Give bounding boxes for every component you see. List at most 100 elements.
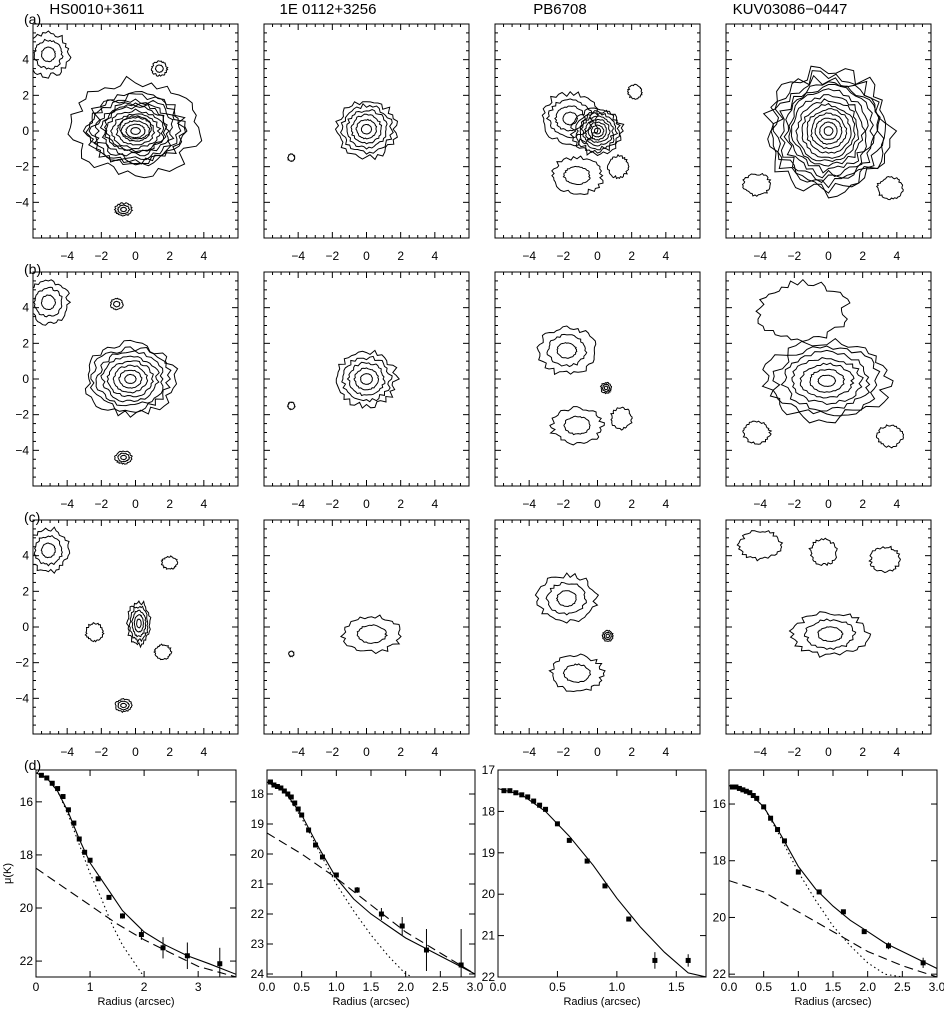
contour-level: [605, 633, 610, 639]
x-tick-label: 2.5: [432, 980, 449, 994]
x-tick-label: 0: [363, 745, 370, 759]
x-tick-label: 2: [628, 745, 635, 759]
contour-level: [355, 118, 378, 140]
contour-level: [761, 337, 894, 424]
panel-frame: [263, 23, 470, 239]
contour-set: [741, 65, 904, 201]
panel-frame: [266, 769, 476, 978]
contour-panel-b-1: −4 −2 0 2 4 −4 −2 0 2 4: [15, 271, 239, 511]
contour-level: [112, 364, 149, 394]
contour-level: [360, 373, 373, 385]
data-point: [537, 802, 543, 808]
contour-level: [875, 175, 904, 201]
data-point: [423, 947, 429, 953]
contour-level: [545, 581, 587, 616]
panel-frame: [263, 519, 470, 735]
contour-level: [95, 350, 164, 407]
contour-level: [817, 374, 837, 388]
y-tick-label: 17: [482, 763, 496, 777]
x-tick-label: 4: [200, 497, 207, 511]
profile-line-solid: [498, 788, 706, 977]
contour-level: [555, 590, 577, 608]
contour-panel-c-2: −4 −2 0 2 4: [263, 519, 470, 759]
contour-level: [341, 355, 393, 403]
data-point: [554, 821, 560, 827]
x-tick-label: 0.5: [755, 980, 772, 994]
x-tick-label: −4: [60, 249, 74, 263]
data-point: [271, 782, 277, 788]
data-point: [292, 800, 298, 806]
x-tick-label: 2: [628, 497, 635, 511]
contour-panel-a-1: −4 −2 0 2 4 −4 −2 0 2 4: [15, 23, 239, 263]
row-label-d: (d): [24, 757, 41, 773]
data-point: [49, 780, 55, 786]
x-tick-label: 0: [594, 497, 601, 511]
contour-level: [806, 108, 852, 154]
contour-level: [133, 614, 144, 633]
contour-level: [339, 614, 402, 655]
x-tick-label: 3: [195, 980, 202, 994]
panel-frame: [497, 769, 707, 978]
x-tick-label: −2: [94, 745, 108, 759]
contour-level: [109, 297, 124, 311]
contour-level: [808, 537, 838, 567]
x-tick-label: 0: [594, 745, 601, 759]
data-point: [531, 798, 537, 804]
contour-level: [160, 555, 179, 570]
contour-level: [762, 65, 898, 199]
contour-level: [580, 115, 615, 147]
contour-level: [551, 155, 604, 196]
data-point: [288, 794, 294, 800]
data-point: [920, 960, 926, 966]
y-axis-title: μ(K): [2, 863, 14, 884]
x-tick-label: 4: [662, 249, 669, 263]
data-point: [71, 820, 77, 826]
contour-level: [788, 88, 869, 174]
profile-line-dotted: [729, 785, 903, 977]
data-point: [626, 916, 632, 922]
x-tick-label: −4: [60, 497, 74, 511]
contour-level: [562, 165, 591, 185]
x-tick-label: 2: [141, 980, 148, 994]
data-point: [44, 775, 50, 781]
contour-panel-b-3: −4 −2 0 2 4: [494, 271, 701, 511]
data-point: [795, 869, 801, 875]
x-tick-label: 0.0: [259, 980, 276, 994]
panel-frame: [32, 23, 239, 239]
x-tick-label: 0: [825, 497, 832, 511]
contour-level: [791, 357, 864, 406]
x-tick-label: −4: [753, 497, 767, 511]
x-tick-label: −2: [325, 745, 339, 759]
x-axis-title: Radius (arcsec): [332, 996, 409, 1008]
y-tick-label: 18: [251, 787, 265, 801]
y-tick-label: 20: [251, 847, 265, 861]
column-title-4: KUV03086−0447: [733, 1, 848, 18]
contour-set: [33, 279, 179, 465]
profile-panel-d-2: 0.0 0.5 1.0 1.5 2.0 2.5 3.0 18 19 20 21 22 23 24 Radiu…: [251, 769, 484, 1008]
y-tick-label: 22: [251, 907, 265, 921]
data-point: [740, 787, 746, 793]
y-tick-label: 20: [482, 887, 496, 901]
data-point: [602, 883, 608, 889]
x-axis-title: Radius (arcsec): [563, 996, 640, 1008]
data-point: [267, 779, 273, 785]
x-tick-label: 4: [893, 249, 900, 263]
contour-level: [84, 622, 105, 643]
contour-level: [575, 109, 621, 154]
contour-level: [569, 107, 625, 157]
contour-level: [113, 202, 134, 217]
data-point: [333, 872, 339, 878]
contour-level: [799, 362, 855, 399]
contour-level: [579, 112, 619, 151]
contour-level: [823, 126, 834, 136]
x-tick-label: 2: [166, 497, 173, 511]
x-axis-title: Radius (arcsec): [97, 996, 174, 1008]
panel-frame: [263, 271, 470, 487]
contour-set: [536, 325, 633, 446]
data-point: [313, 842, 319, 848]
contour-level: [346, 108, 388, 150]
x-tick-label: −4: [291, 249, 305, 263]
contour-level: [790, 94, 867, 167]
contour-level: [610, 406, 633, 431]
x-tick-label: 0: [825, 249, 832, 263]
